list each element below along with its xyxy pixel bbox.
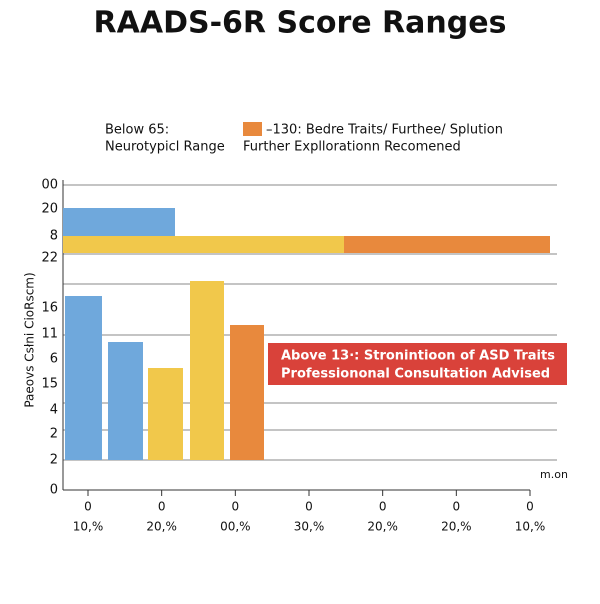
bar (190, 281, 224, 460)
bar (108, 342, 143, 460)
legend-text: Below 65: (105, 123, 169, 138)
bar (230, 325, 264, 460)
x-tick-label: 20,% (367, 520, 398, 534)
x-tick-label: 20,% (441, 520, 472, 534)
y-tick-label: 6 (50, 352, 58, 367)
y-tick-label: 20 (41, 202, 58, 217)
x-tick-label: 0 (305, 500, 313, 514)
bar (65, 296, 102, 460)
legend-swatch (243, 122, 262, 136)
x-tick-label: 20,% (146, 520, 177, 534)
x-tick-label: 0 (453, 500, 461, 514)
y-tick-label: 22 (41, 251, 58, 266)
chart-title: RAADS-6R Score Ranges (94, 6, 507, 41)
y-tick-label: 8 (50, 229, 58, 244)
y-tick-label: 15 (41, 377, 58, 392)
corner-note: m.on (540, 468, 568, 481)
bar (63, 208, 175, 236)
annotation-box (268, 343, 567, 385)
x-tick-label: 30,% (294, 520, 325, 534)
x-tick-label: 00,% (220, 520, 251, 534)
bar (63, 236, 344, 253)
x-tick-label: 10,% (73, 520, 104, 534)
annotation-text: Above 13·: Stronintioon of ASD Traits (281, 349, 555, 364)
y-tick-label: 16 (41, 301, 58, 316)
y-tick-label: 0 (50, 483, 58, 498)
x-tick-label: 0 (526, 500, 534, 514)
legend-text: Neurotypicl Range (105, 140, 225, 155)
legend-text: Further Expllorationn Recomened (243, 140, 461, 155)
grid (62, 180, 557, 491)
y-tick-label: 2 (50, 453, 58, 468)
y-tick-label: 2 (50, 427, 58, 442)
x-tick-label: 0 (379, 500, 387, 514)
y-tick-label: 11 (41, 327, 58, 342)
bar (148, 368, 183, 460)
y-axis-label: Paeovs Csłni CioRscm) (23, 272, 37, 407)
x-tick-label: 10,% (515, 520, 546, 534)
annotation-text: Professiononal Consultation Advised (281, 367, 550, 382)
x-tick-label: 0 (84, 500, 92, 514)
x-tick-label: 0 (158, 500, 166, 514)
y-tick-label: 4 (50, 403, 58, 418)
bar (344, 236, 550, 253)
y-tick-label: 00 (41, 178, 58, 193)
x-tick-label: 0 (232, 500, 240, 514)
legend-text: –130: Bedre Traits/ Furthee/ Splution (266, 123, 503, 138)
